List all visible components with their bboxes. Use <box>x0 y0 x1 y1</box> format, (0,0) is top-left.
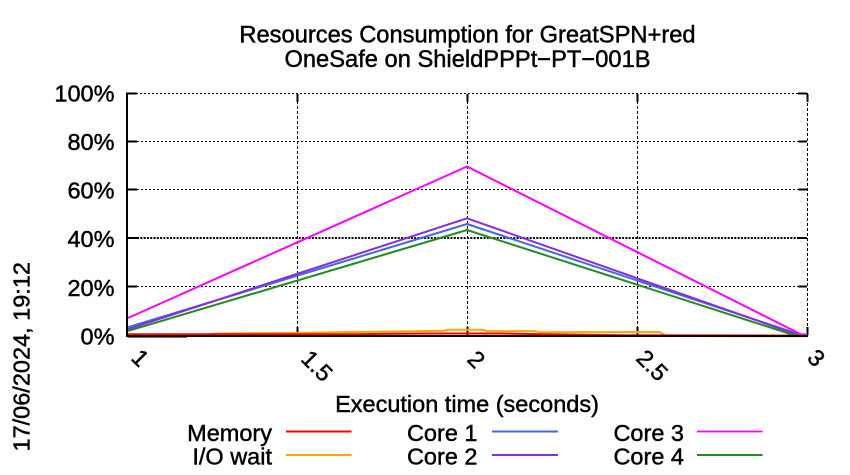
svg-text:17/06/2024, 19:12: 17/06/2024, 19:12 <box>8 262 34 451</box>
svg-text:80%: 80% <box>67 129 114 155</box>
svg-text:Core 2: Core 2 <box>407 444 478 470</box>
svg-text:20%: 20% <box>67 275 114 301</box>
svg-text:Resources Consumption for Grea: Resources Consumption for GreatSPN+red <box>239 23 695 49</box>
svg-text:Core 3: Core 3 <box>613 420 684 446</box>
svg-text:Core 4: Core 4 <box>613 444 684 470</box>
svg-text:OneSafe on ShieldPPPt−PT−001B: OneSafe on ShieldPPPt−PT−001B <box>284 47 650 73</box>
svg-text:Core 1: Core 1 <box>407 420 478 446</box>
svg-text:Execution time (seconds): Execution time (seconds) <box>335 391 599 417</box>
svg-text:I/O wait: I/O wait <box>192 444 272 470</box>
svg-text:60%: 60% <box>67 178 114 204</box>
svg-text:0%: 0% <box>81 323 115 349</box>
svg-text:Memory: Memory <box>187 420 272 446</box>
svg-text:100%: 100% <box>54 81 114 107</box>
svg-text:40%: 40% <box>67 226 114 252</box>
